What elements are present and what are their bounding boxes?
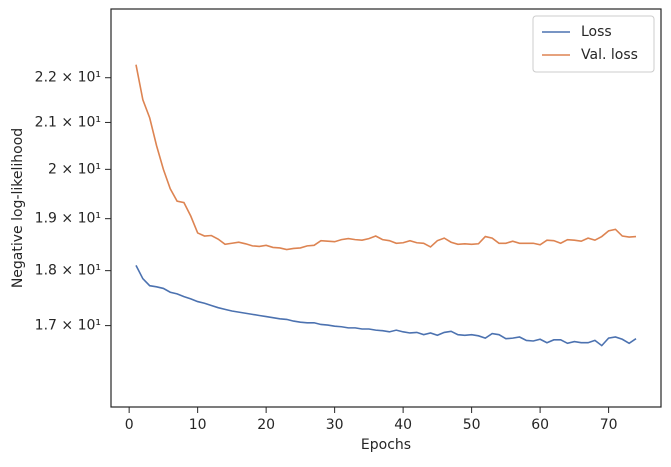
x-tick-label: 0 (125, 417, 134, 433)
legend-label: Loss (581, 24, 612, 40)
x-tick-label: 60 (531, 417, 549, 433)
y-tick-label: 1.7 × 10¹ (35, 318, 101, 334)
y-tick-label: 2.2 × 10¹ (35, 70, 101, 86)
x-axis-label: Epochs (361, 437, 411, 453)
y-tick-label: 2.1 × 10¹ (35, 114, 101, 130)
x-tick-label: 30 (326, 417, 344, 433)
line-series (135, 64, 637, 251)
y-tick-label: 2 × 10¹ (48, 161, 101, 177)
x-tick-label: 70 (600, 417, 618, 433)
y-axis-label: Negative log-likelihood (10, 128, 26, 288)
x-tick-label: 10 (189, 417, 207, 433)
x-tick-label: 20 (257, 417, 275, 433)
x-tick-label: 40 (394, 417, 412, 433)
legend-box (532, 15, 655, 73)
axes-frame (110, 8, 662, 408)
y-tick-label: 1.9 × 10¹ (35, 211, 101, 227)
legend-label: Val. loss (581, 47, 638, 63)
y-tick-label: 1.8 × 10¹ (35, 263, 101, 279)
line-series (135, 264, 637, 347)
x-tick-label: 50 (463, 417, 481, 433)
